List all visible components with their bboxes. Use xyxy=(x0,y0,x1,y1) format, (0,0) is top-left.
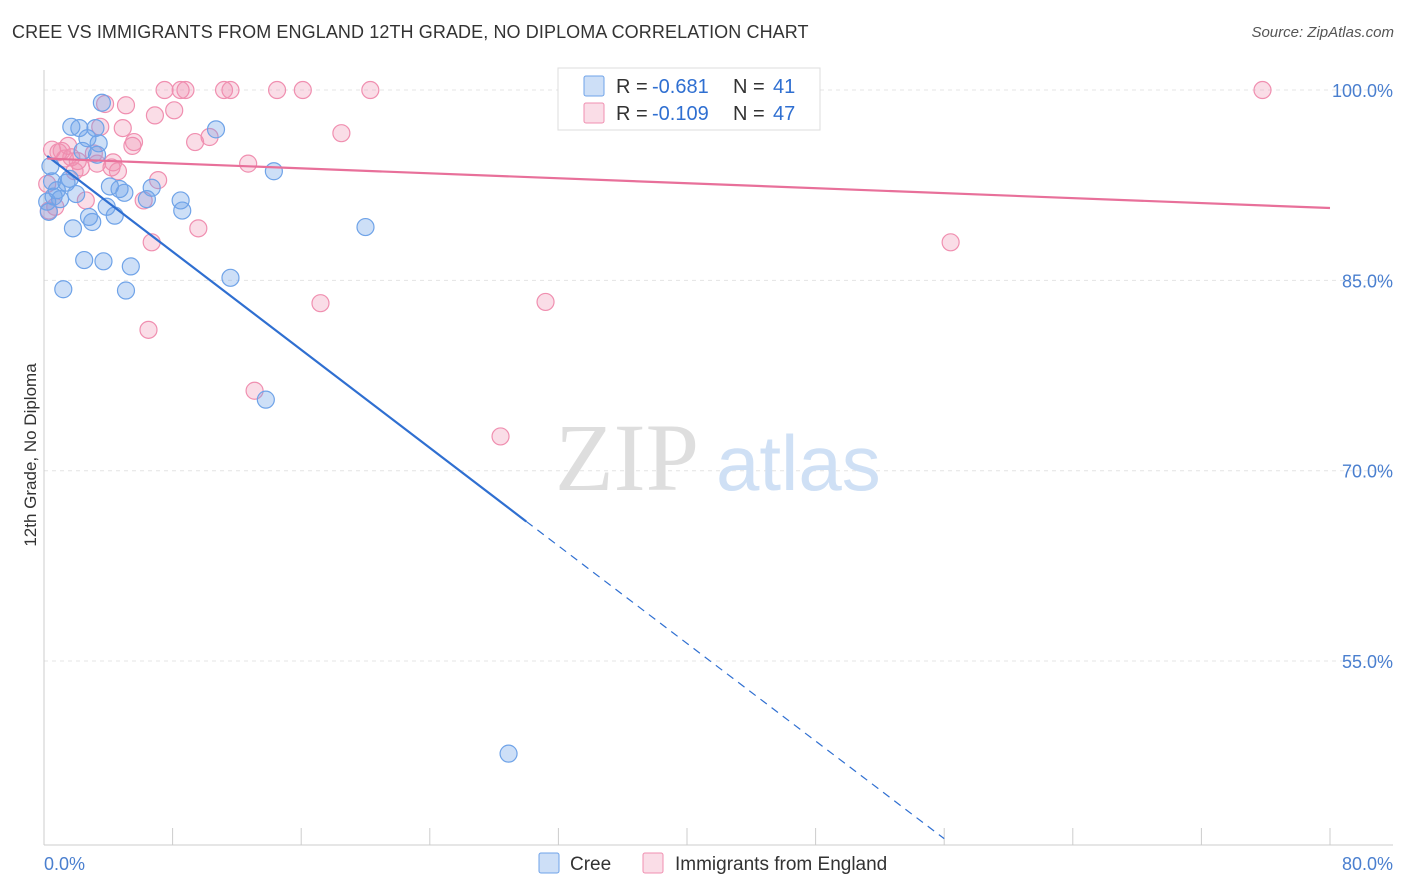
england-point xyxy=(214,80,234,100)
legend-r-label-cree: R = xyxy=(616,76,648,98)
series-legend-swatch-england xyxy=(642,852,664,874)
england-trend-line xyxy=(47,157,1331,210)
legend-r-label-england: R = xyxy=(616,103,648,125)
england-points xyxy=(38,80,1272,446)
y-tick-label: 100.0% xyxy=(1332,81,1393,101)
x-axis-ticks xyxy=(43,828,1331,845)
y-tick-labels: 55.0% 70.0% 85.0% 100.0% xyxy=(1332,81,1393,672)
england-point xyxy=(267,80,287,100)
y-axis-label: 12th Grade, No Diploma xyxy=(21,363,40,547)
england-point xyxy=(113,118,132,138)
cree-point xyxy=(356,217,375,237)
gridlines xyxy=(44,89,1393,662)
england-point xyxy=(536,292,555,312)
cree-point xyxy=(173,201,192,220)
england-point xyxy=(108,162,128,181)
legend-n-value-england: 47 xyxy=(773,103,795,125)
england-point xyxy=(200,127,219,147)
england-point xyxy=(491,427,510,446)
y-tick-label: 70.0% xyxy=(1342,462,1393,482)
england-point xyxy=(165,101,184,120)
england-point xyxy=(332,124,351,143)
england-point xyxy=(239,154,258,173)
cree-point xyxy=(87,145,107,164)
england-point xyxy=(124,132,144,152)
legend-swatch-cree xyxy=(583,75,605,97)
x-tick-label-min: 0.0% xyxy=(44,854,85,874)
y-tick-label: 85.0% xyxy=(1342,271,1393,291)
england-point xyxy=(293,80,312,100)
cree-point xyxy=(92,93,111,112)
series-legend-label-england: Immigrants from England xyxy=(675,854,887,875)
watermark: ZIP atlas xyxy=(555,404,881,511)
cree-point xyxy=(256,390,275,409)
cree-point xyxy=(79,207,99,227)
cree-point xyxy=(142,178,161,197)
legend-r-value-england: -0.109 xyxy=(652,103,709,125)
y-tick-label: 55.0% xyxy=(1342,652,1393,672)
cree-point xyxy=(121,257,140,276)
cree-point xyxy=(89,134,108,153)
england-point xyxy=(941,233,960,252)
watermark-atlas: atlas xyxy=(716,419,881,507)
england-point xyxy=(155,80,174,100)
series-legend: Cree Immigrants from England xyxy=(538,852,887,875)
cree-points xyxy=(38,93,518,763)
cree-point xyxy=(86,118,105,138)
series-legend-swatch-cree xyxy=(538,852,560,874)
cree-point xyxy=(50,190,70,209)
cree-point xyxy=(115,183,134,202)
legend-n-label-england: N = xyxy=(733,103,765,125)
watermark-zip: ZIP xyxy=(555,404,699,511)
england-point xyxy=(139,320,158,339)
cree-trend-line xyxy=(46,155,527,523)
correlation-legend: R = -0.681 N = 41 R = -0.109 N = 47 xyxy=(557,67,821,131)
cree-point xyxy=(221,268,240,287)
cree-point xyxy=(137,190,156,209)
england-point xyxy=(361,80,380,100)
legend-n-label-cree: N = xyxy=(733,76,765,98)
england-point xyxy=(149,171,168,190)
axes xyxy=(43,70,1393,846)
legend-box xyxy=(557,67,821,131)
england-point xyxy=(1253,80,1272,100)
england-point xyxy=(116,96,136,115)
cree-point xyxy=(41,157,60,176)
cree-point xyxy=(264,162,283,181)
england-point xyxy=(186,132,205,152)
legend-r-value-cree: -0.681 xyxy=(652,76,709,98)
cree-trend-extension xyxy=(525,520,945,840)
england-point xyxy=(171,80,190,100)
x-tick-label-max: 80.0% xyxy=(1342,854,1393,874)
trend-lines xyxy=(46,155,1331,840)
cree-point xyxy=(75,250,94,270)
england-point xyxy=(221,80,240,100)
cree-point xyxy=(94,252,113,271)
england-point xyxy=(176,80,195,100)
cree-point xyxy=(63,219,83,238)
cree-point xyxy=(54,280,73,299)
cree-point xyxy=(83,212,102,232)
legend-n-value-cree: 41 xyxy=(773,76,795,98)
cree-point xyxy=(206,120,226,139)
chart-title: CREE VS IMMIGRANTS FROM ENGLAND 12TH GRA… xyxy=(12,22,809,42)
cree-point xyxy=(105,206,124,225)
source-label: Source: ZipAtlas.com xyxy=(1251,24,1394,41)
cree-point xyxy=(116,281,136,300)
cree-point xyxy=(67,184,86,204)
england-point xyxy=(145,106,165,125)
england-point xyxy=(311,294,330,313)
england-point xyxy=(189,219,208,238)
series-legend-label-cree: Cree xyxy=(570,854,611,875)
england-point xyxy=(59,136,78,155)
legend-swatch-england xyxy=(583,102,605,124)
cree-point xyxy=(499,744,518,763)
cree-point xyxy=(42,172,62,191)
